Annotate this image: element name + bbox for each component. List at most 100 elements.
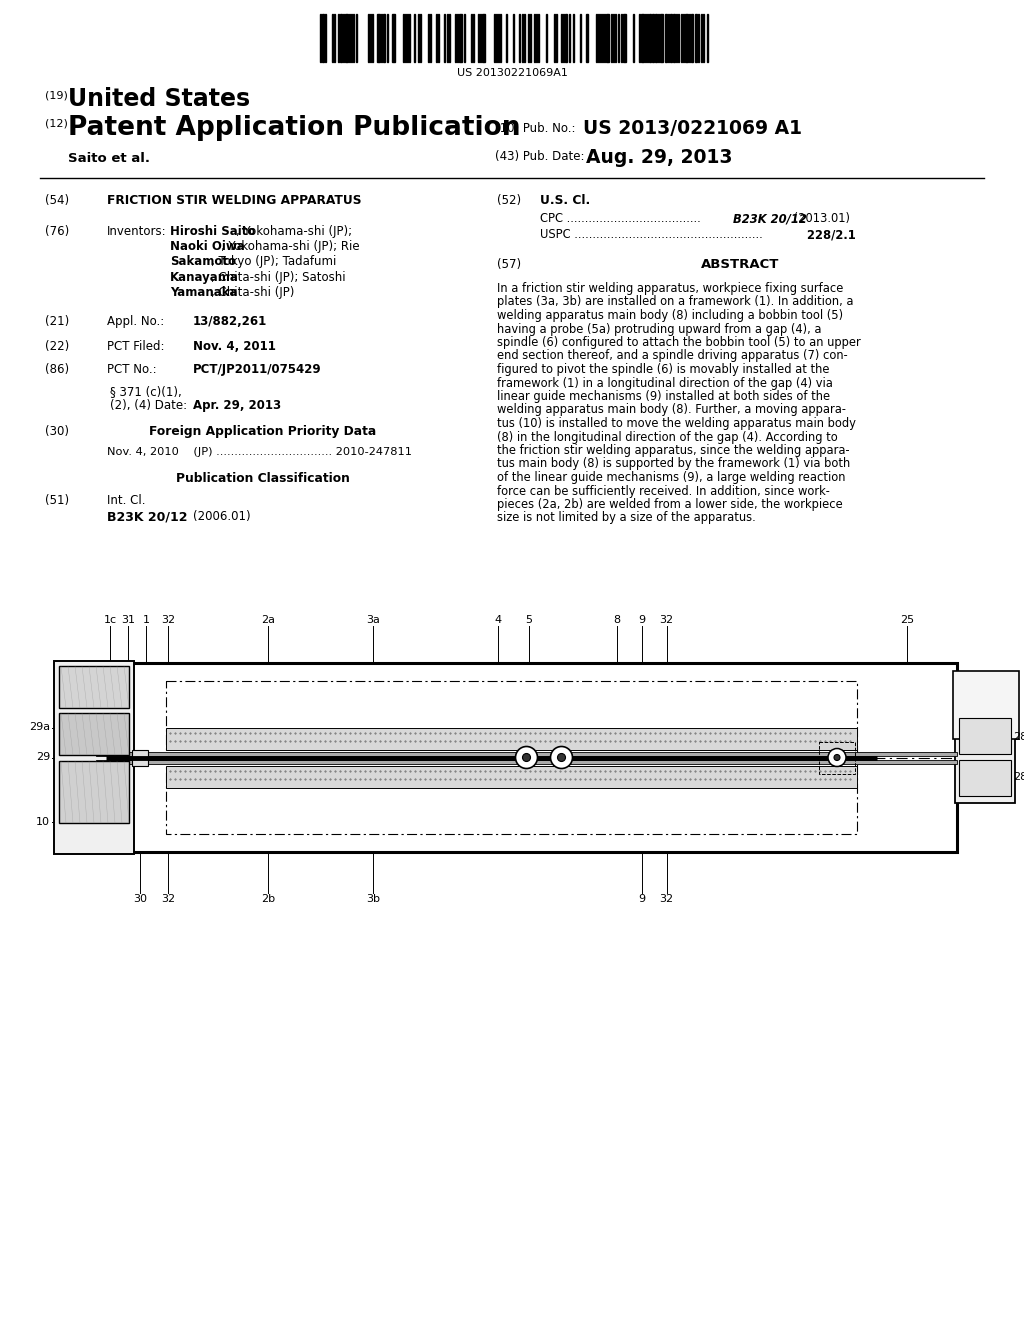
Bar [96, 751, 957, 755]
Text: 1: 1 [142, 615, 150, 624]
Bar [673, 15, 675, 62]
Text: 3a: 3a [366, 615, 380, 624]
Text: CPC .....................................: CPC ....................................… [540, 213, 700, 224]
Text: (2), (4) Date:: (2), (4) Date: [110, 399, 187, 412]
Text: (10) Pub. No.:: (10) Pub. No.: [495, 121, 575, 135]
Bar [649, 15, 651, 62]
Text: 9: 9 [638, 894, 645, 904]
Text: Int. Cl.: Int. Cl. [106, 494, 145, 507]
Text: Publication Classification: Publication Classification [176, 473, 350, 484]
Text: Yamanaka: Yamanaka [170, 286, 238, 298]
Text: size is not limited by a size of the apparatus.: size is not limited by a size of the app… [497, 511, 756, 524]
Text: Hiroshi Saito: Hiroshi Saito [170, 224, 255, 238]
Text: (30): (30) [45, 425, 69, 438]
Text: Saito et al.: Saito et al. [68, 152, 150, 165]
Text: (8) in the longitudinal direction of the gap (4). According to: (8) in the longitudinal direction of the… [497, 430, 838, 444]
Text: (76): (76) [45, 224, 70, 238]
Text: having a probe (5a) protruding upward from a gap (4), a: having a probe (5a) protruding upward fr… [497, 322, 821, 335]
Bar [586, 15, 588, 62]
Text: 10: 10 [36, 817, 50, 828]
Text: 3b: 3b [366, 894, 380, 904]
Text: ABSTRACT: ABSTRACT [700, 257, 779, 271]
Bar [819, 742, 855, 774]
Circle shape [557, 754, 565, 762]
Text: framework (1) in a longitudinal direction of the gap (4) via: framework (1) in a longitudinal directio… [497, 376, 833, 389]
Text: 228/2.1: 228/2.1 [804, 228, 856, 242]
Bar [959, 759, 1011, 796]
Text: 9: 9 [638, 615, 645, 624]
Text: (57): (57) [497, 257, 521, 271]
Text: Naoki Oiwa: Naoki Oiwa [170, 240, 245, 253]
Text: 13/882,261: 13/882,261 [193, 315, 267, 327]
Text: plates (3a, 3b) are installed on a framework (1). In addition, a: plates (3a, 3b) are installed on a frame… [497, 296, 853, 309]
Bar [322, 15, 324, 62]
Text: PCT No.:: PCT No.: [106, 363, 157, 376]
Bar [623, 15, 626, 62]
Text: B23K 20/12: B23K 20/12 [729, 213, 807, 224]
Bar [96, 663, 957, 851]
Bar [59, 713, 129, 755]
Text: 31: 31 [121, 615, 135, 624]
Text: (43) Pub. Date:: (43) Pub. Date: [495, 150, 585, 162]
Text: (12): (12) [45, 117, 68, 128]
Bar [132, 750, 148, 766]
Text: (2006.01): (2006.01) [193, 510, 251, 523]
Text: end section thereof, and a spindle driving apparatus (7) con-: end section thereof, and a spindle drivi… [497, 350, 848, 363]
Text: US 20130221069A1: US 20130221069A1 [457, 69, 567, 78]
Bar [166, 766, 857, 788]
Text: B23K 20/12: B23K 20/12 [106, 510, 187, 523]
Bar [59, 762, 129, 822]
Text: USPC ....................................................: USPC ...................................… [540, 228, 763, 242]
Bar [340, 15, 342, 62]
Text: 1c: 1c [103, 615, 117, 624]
Bar [606, 15, 609, 62]
Text: 32: 32 [161, 894, 175, 904]
Circle shape [522, 754, 530, 762]
Text: (2013.01): (2013.01) [790, 213, 850, 224]
Bar [166, 727, 857, 750]
Text: (52): (52) [497, 194, 521, 207]
Text: spindle (6) configured to attach the bobbin tool (5) to an upper: spindle (6) configured to attach the bob… [497, 337, 861, 348]
Text: 28: 28 [1013, 772, 1024, 783]
Text: US 2013/0221069 A1: US 2013/0221069 A1 [583, 119, 802, 139]
Text: tus (10) is installed to move the welding apparatus main body: tus (10) is installed to move the weldin… [497, 417, 856, 430]
Text: Appl. No.:: Appl. No.: [106, 315, 164, 327]
Text: Sakamoto: Sakamoto [170, 255, 236, 268]
Text: , Yokohama-shi (JP); Rie: , Yokohama-shi (JP); Rie [221, 240, 359, 253]
Bar [54, 661, 134, 854]
Text: (51): (51) [45, 494, 70, 507]
Bar [655, 15, 657, 62]
Text: FRICTION STIR WELDING APPARATUS: FRICTION STIR WELDING APPARATUS [106, 194, 361, 207]
Text: PCT Filed:: PCT Filed: [106, 341, 165, 352]
Circle shape [551, 747, 572, 768]
Text: 32: 32 [659, 894, 674, 904]
Bar [660, 15, 663, 62]
Text: Aug. 29, 2013: Aug. 29, 2013 [586, 148, 732, 168]
Text: 30: 30 [133, 894, 147, 904]
Bar [59, 667, 129, 708]
Text: figured to pivot the spindle (6) is movably installed at the: figured to pivot the spindle (6) is mova… [497, 363, 829, 376]
Text: 8: 8 [613, 615, 621, 624]
Text: Foreign Application Priority Data: Foreign Application Priority Data [150, 425, 377, 438]
Text: 29a: 29a [29, 722, 50, 733]
Bar [392, 15, 395, 62]
Bar [96, 759, 957, 763]
Text: 28a: 28a [1013, 733, 1024, 742]
Text: (19): (19) [45, 90, 68, 100]
Bar [691, 15, 693, 62]
Text: 5: 5 [525, 615, 532, 624]
Bar [665, 15, 667, 62]
Text: force can be sufficiently received. In addition, since work-: force can be sufficiently received. In a… [497, 484, 829, 498]
Text: linear guide mechanisms (9) installed at both sides of the: linear guide mechanisms (9) installed at… [497, 389, 830, 403]
Text: (22): (22) [45, 341, 70, 352]
Text: Inventors:: Inventors: [106, 224, 167, 238]
Bar [652, 15, 654, 62]
Text: 32: 32 [659, 615, 674, 624]
Bar [565, 15, 567, 62]
Text: , Chita-shi (JP); Satoshi: , Chita-shi (JP); Satoshi [211, 271, 345, 284]
Bar [166, 681, 857, 834]
Text: Apr. 29, 2013: Apr. 29, 2013 [193, 399, 282, 412]
Text: 2b: 2b [261, 894, 275, 904]
Text: welding apparatus main body (8). Further, a moving appara-: welding apparatus main body (8). Further… [497, 404, 846, 417]
Text: (21): (21) [45, 315, 70, 327]
